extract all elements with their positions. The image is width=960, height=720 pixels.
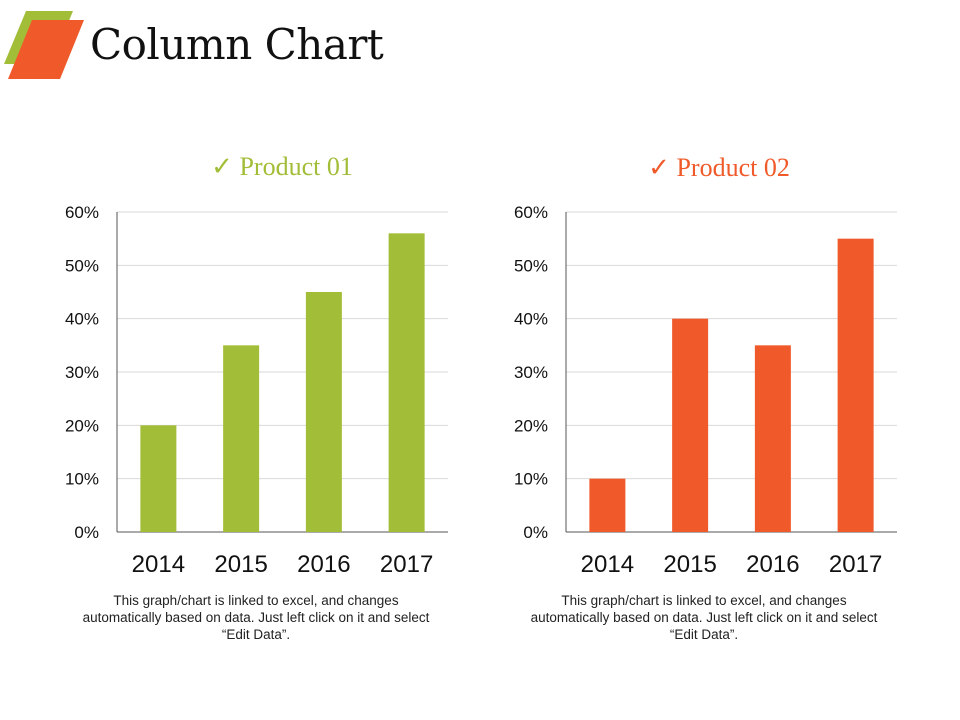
x-tick-label: 2014 (581, 551, 634, 578)
y-tick-label: 50% (65, 256, 99, 275)
x-tick-label: 2017 (380, 551, 433, 578)
x-tick-label: 2015 (214, 551, 267, 578)
y-tick-label: 50% (514, 256, 548, 275)
x-tick-label: 2016 (746, 551, 799, 578)
y-tick-label: 30% (65, 363, 99, 382)
bar-2015 (672, 318, 709, 532)
y-tick-label: 0% (523, 523, 548, 542)
y-tick-label: 60% (514, 203, 548, 222)
y-tick-label: 30% (514, 363, 548, 382)
bar-2015 (223, 345, 260, 532)
y-tick-label: 10% (65, 470, 99, 489)
logo-parallelograms-icon (4, 11, 84, 79)
y-tick-label: 10% (514, 470, 548, 489)
chart-note-1: This graph/chart is linked to excel, and… (82, 593, 430, 642)
bar-2014 (140, 425, 177, 532)
y-tick-label: 20% (65, 416, 99, 435)
bar-2017 (837, 238, 874, 532)
check-icon: ✓ (211, 152, 240, 181)
bar-2016 (305, 292, 342, 532)
x-tick-label: 2017 (829, 551, 882, 578)
check-icon: ✓ (648, 153, 677, 182)
y-tick-label: 40% (514, 310, 548, 329)
chart-title-product-01: ✓ Product 01 (211, 152, 353, 181)
chart-note-2: This graph/chart is linked to excel, and… (530, 593, 878, 642)
y-tick-label: 0% (74, 523, 99, 542)
x-tick-label: 2016 (297, 551, 350, 578)
bar-2014 (589, 478, 626, 532)
x-tick-label: 2014 (132, 551, 185, 578)
page-title: Column Chart (90, 20, 384, 69)
bar-2016 (754, 345, 791, 532)
y-tick-label: 40% (65, 310, 99, 329)
bar-2017 (388, 233, 425, 533)
y-tick-label: 20% (514, 416, 548, 435)
chart-title-product-02: ✓ Product 02 (648, 153, 790, 182)
y-tick-label: 60% (65, 203, 99, 222)
x-tick-label: 2015 (663, 551, 716, 578)
